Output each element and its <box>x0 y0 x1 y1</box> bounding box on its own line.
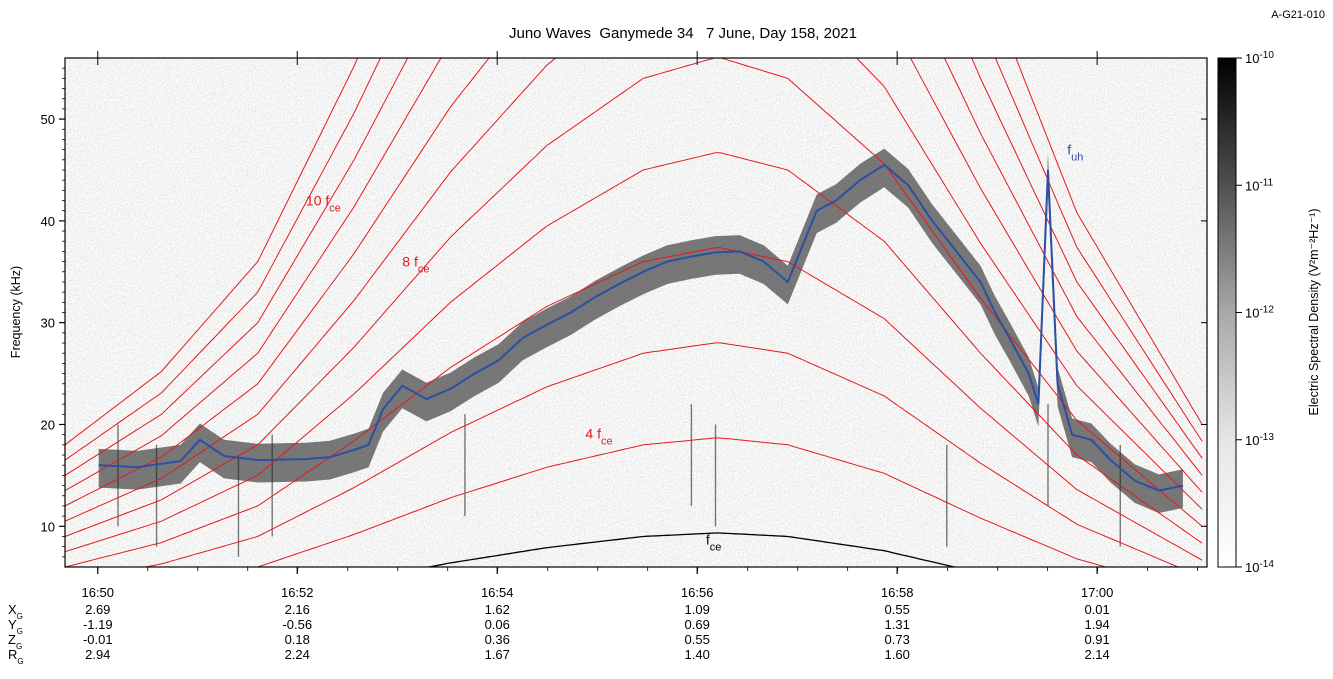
position-cell: 0.36 <box>485 632 510 647</box>
colorbar-gradient <box>1217 57 1237 568</box>
harmonic-curve-3 <box>142 342 1180 567</box>
position-cell: 0.06 <box>485 617 510 632</box>
colorbar-tick-label: 10-14 <box>1245 559 1274 576</box>
y-tick-label: 40 <box>41 214 55 229</box>
curve-annotations: 10 fce 8 fce 4 fce fce fuh <box>306 142 1083 554</box>
annotation-4: fuh <box>1067 142 1083 164</box>
annotation-0: 10 fce <box>306 193 341 215</box>
harmonic-curve-4 <box>65 247 1203 567</box>
y-axis-label: Frequency (kHz) <box>9 266 23 358</box>
harmonic-curve-11 <box>65 58 1203 461</box>
colorbar: 10-10 10-11 10-12 10-13 10-14 Electric Spect… <box>1217 50 1321 576</box>
position-row-label: XG <box>8 602 23 621</box>
harmonic-curve-5 <box>65 152 1203 553</box>
harmonic-curve-6 <box>65 58 1203 537</box>
position-cell: 0.18 <box>285 632 310 647</box>
spectrogram-plot-area <box>64 57 1208 568</box>
y-tick-label: 20 <box>41 417 55 432</box>
harmonic-curves <box>65 58 1203 567</box>
x-tick-label: 16:50 <box>81 585 114 600</box>
colorbar-tick-label: 10-11 <box>1245 177 1274 194</box>
colorbar-tick-label: 10-13 <box>1245 431 1274 448</box>
x-tick-label: 16:52 <box>281 585 314 600</box>
position-cell: 2.16 <box>285 602 310 617</box>
harmonic-curve-7 <box>65 58 1203 522</box>
position-cell: -1.19 <box>83 617 113 632</box>
position-cell: 1.60 <box>885 647 910 662</box>
position-row-label: RG <box>8 647 24 666</box>
position-cell: 1.67 <box>485 647 510 662</box>
harmonic-curve-8 <box>65 58 1203 507</box>
x-tick-label: 17:00 <box>1081 585 1114 600</box>
position-cell: 0.01 <box>1084 602 1109 617</box>
chart-title: Juno Waves Ganymede 34 7 June, Day 158, … <box>509 25 857 42</box>
colorbar-tick-label: 10-12 <box>1245 304 1274 321</box>
y-tick-label: 10 <box>41 519 55 534</box>
harmonic-curve-12 <box>65 58 1203 446</box>
position-cell: -0.56 <box>282 617 312 632</box>
y-tick-label: 50 <box>41 112 55 127</box>
fuh-trace <box>98 163 1184 492</box>
colorbar-label: Electric Spectral Density (V²m⁻²Hz⁻¹) <box>1307 209 1321 416</box>
position-cell: 0.69 <box>685 617 710 632</box>
colorbar-ticks: 10-10 10-11 10-12 10-13 10-14 <box>1236 50 1274 576</box>
position-cell: 0.91 <box>1084 632 1109 647</box>
annotation-2: 4 fce <box>585 426 612 448</box>
position-cell: 2.94 <box>85 647 110 662</box>
position-cell: 1.94 <box>1084 617 1109 632</box>
y-tick-label: 30 <box>41 316 55 331</box>
position-row-label: YG <box>8 617 23 636</box>
position-cell: 2.14 <box>1084 647 1109 662</box>
position-cell: 2.24 <box>285 647 310 662</box>
position-cell: 0.55 <box>685 632 710 647</box>
position-cell: 0.55 <box>885 602 910 617</box>
x-tick-label: 16:58 <box>881 585 914 600</box>
harmonic-curve-2 <box>254 437 1108 567</box>
position-row-label: ZG <box>8 632 22 651</box>
colorbar-tick-label: 10-10 <box>1245 50 1274 67</box>
position-cell: 1.40 <box>685 647 710 662</box>
harmonic-curve-10 <box>65 58 1203 476</box>
figure-id-label: A-G21-010 <box>1271 9 1325 21</box>
harmonic-curve-9 <box>65 58 1203 492</box>
spectrogram-noise-texture <box>65 58 1207 567</box>
position-cell: -0.01 <box>83 632 113 647</box>
position-cell: 0.73 <box>885 632 910 647</box>
annotation-1: 8 fce <box>402 254 429 276</box>
x-axis: 16:50 16:52 16:54 16:56 16:58 17:00 <box>81 51 1199 600</box>
position-cell: 1.31 <box>885 617 910 632</box>
annotation-3: fce <box>706 532 722 554</box>
x-tick-label: 16:54 <box>481 585 514 600</box>
position-cell: 2.69 <box>85 602 110 617</box>
y-axis: 10 20 30 40 50 <box>41 67 1207 558</box>
position-cell: 1.62 <box>485 602 510 617</box>
position-cell: 1.09 <box>685 602 710 617</box>
emission-band <box>98 148 1183 557</box>
x-tick-label: 16:56 <box>681 585 714 600</box>
fce-curve <box>425 532 958 567</box>
